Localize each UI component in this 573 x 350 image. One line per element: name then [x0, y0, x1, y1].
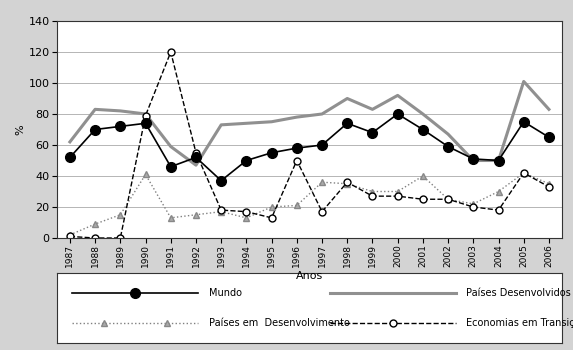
Economias em Transição [293, 159, 300, 163]
Economias em Transição [92, 236, 99, 240]
Países Desenvolvidos [369, 107, 376, 111]
Mundo [470, 157, 477, 161]
Economias em Transição [243, 210, 250, 214]
Países em  Desenvolvimento [319, 180, 325, 184]
Países Desenvolvidos [167, 145, 174, 149]
Mundo [545, 135, 552, 139]
Países em  Desenvolvimento [394, 189, 401, 194]
Mundo [117, 124, 124, 128]
Países Desenvolvidos [243, 121, 250, 125]
Países Desenvolvidos [117, 109, 124, 113]
Países em  Desenvolvimento [545, 182, 552, 186]
Mundo [92, 127, 99, 132]
Países Desenvolvidos [319, 112, 325, 116]
Economias em Transição [344, 180, 351, 184]
Países em  Desenvolvimento [92, 222, 99, 226]
Economias em Transição [319, 210, 325, 214]
Mundo [520, 120, 527, 124]
Economias em Transição [218, 208, 225, 212]
Países em  Desenvolvimento [495, 189, 502, 194]
Países em  Desenvolvimento [243, 216, 250, 220]
Países em  Desenvolvimento [142, 172, 149, 176]
Países Desenvolvidos [218, 123, 225, 127]
Países em  Desenvolvimento [218, 210, 225, 214]
Mundo [218, 178, 225, 183]
Mundo [293, 146, 300, 150]
Text: Países em  Desenvolvimento: Países em Desenvolvimento [209, 318, 350, 328]
Países em  Desenvolvimento [117, 213, 124, 217]
Text: Países Desenvolvidos: Países Desenvolvidos [466, 288, 571, 298]
Países Desenvolvidos [66, 140, 73, 144]
Mundo [344, 121, 351, 125]
Mundo [193, 155, 199, 160]
Países Desenvolvidos [142, 112, 149, 116]
Mundo [419, 127, 426, 132]
Mundo [319, 143, 325, 147]
Países Desenvolvidos [92, 107, 99, 111]
Mundo [167, 164, 174, 169]
Line: Economias em Transição: Economias em Transição [66, 49, 552, 241]
Line: Países Desenvolvidos: Países Desenvolvidos [70, 82, 549, 165]
Mundo [495, 159, 502, 163]
Países em  Desenvolvimento [268, 205, 275, 209]
Países em  Desenvolvimento [66, 233, 73, 237]
Economias em Transição [66, 234, 73, 239]
Países Desenvolvidos [470, 159, 477, 163]
Países Desenvolvidos [268, 120, 275, 124]
Países Desenvolvidos [394, 93, 401, 98]
Países em  Desenvolvimento [344, 182, 351, 186]
Mundo [142, 121, 149, 125]
Economias em Transição [193, 150, 199, 155]
Economias em Transição [117, 236, 124, 240]
Economias em Transição [445, 197, 452, 201]
Text: Anos: Anos [296, 271, 323, 281]
Mundo [243, 159, 250, 163]
Países em  Desenvolvimento [293, 203, 300, 208]
Países em  Desenvolvimento [445, 197, 452, 201]
Line: Mundo: Mundo [65, 109, 554, 186]
Países Desenvolvidos [293, 115, 300, 119]
Line: Países em  Desenvolvimento: Países em Desenvolvimento [66, 169, 552, 238]
Economias em Transição [369, 194, 376, 198]
Países em  Desenvolvimento [369, 189, 376, 194]
Text: Economias em Transição: Economias em Transição [466, 318, 573, 328]
Países Desenvolvidos [193, 163, 199, 167]
Países em  Desenvolvimento [193, 213, 199, 217]
Text: Mundo: Mundo [209, 288, 242, 298]
Mundo [268, 150, 275, 155]
Economias em Transição [520, 171, 527, 175]
Países em  Desenvolvimento [520, 171, 527, 175]
Países Desenvolvidos [419, 112, 426, 116]
Economias em Transição [470, 205, 477, 209]
Mundo [369, 131, 376, 135]
Países em  Desenvolvimento [470, 202, 477, 206]
Economias em Transição [268, 216, 275, 220]
Países Desenvolvidos [495, 159, 502, 163]
Países em  Desenvolvimento [419, 174, 426, 178]
Países Desenvolvidos [344, 96, 351, 100]
Países Desenvolvidos [545, 107, 552, 111]
Y-axis label: %: % [16, 124, 26, 135]
Economias em Transição [419, 197, 426, 201]
Países Desenvolvidos [520, 79, 527, 84]
Economias em Transição [167, 50, 174, 54]
Países Desenvolvidos [445, 132, 452, 136]
Países em  Desenvolvimento [167, 216, 174, 220]
Economias em Transição [495, 208, 502, 212]
Mundo [394, 112, 401, 116]
Mundo [445, 145, 452, 149]
Economias em Transição [394, 194, 401, 198]
Economias em Transição [545, 185, 552, 189]
Mundo [66, 155, 73, 160]
Economias em Transição [142, 113, 149, 118]
